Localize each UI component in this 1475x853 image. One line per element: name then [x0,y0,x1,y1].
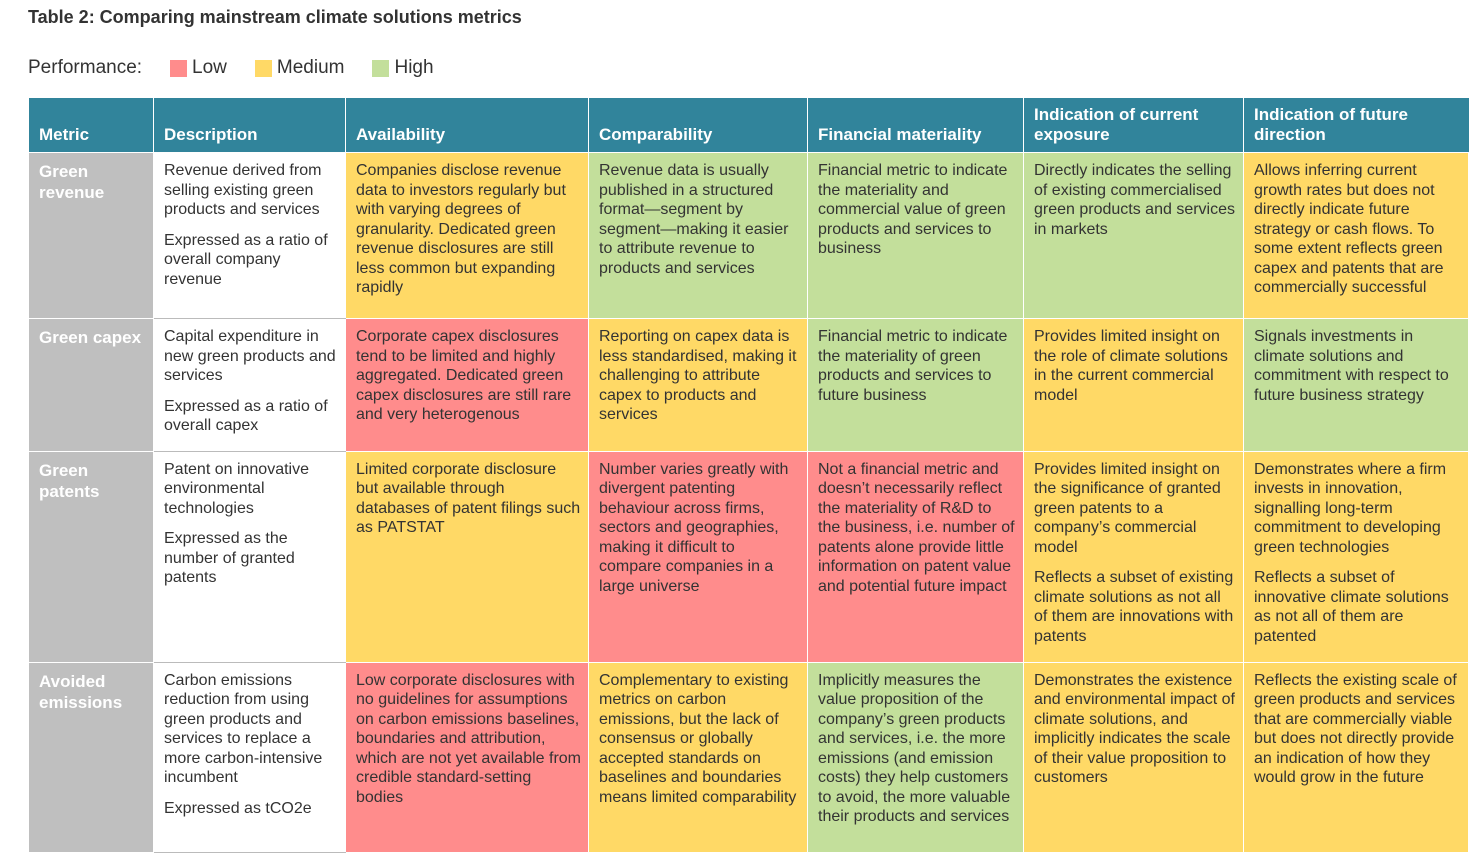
header-cell: Description [153,98,346,153]
header-cell: Metric [28,98,154,153]
rating-cell: Reflects the existing scale of green pro… [1243,661,1469,853]
rating-cell: Low corporate disclosures with no guidel… [345,661,589,853]
rating-cell: Financial metric to indicate the materia… [807,318,1024,452]
metric-cell: Avoided emissions [28,661,154,853]
cell-text: Implicitly measures the value propositio… [818,671,1011,826]
legend-text: Low [192,57,227,78]
header-cell: Indication of future direction [1243,98,1469,153]
cell-text: Not a financial metric and doesn’t neces… [818,460,1015,595]
cell-text: Provides limited insight on the signific… [1034,460,1221,556]
table-row: Green patents Patent on innovative enviro… [28,450,1469,663]
metric-cell: Green patents [28,450,154,663]
metric-cell: Green capex [28,318,154,452]
rating-cell: Corporate capex disclosures tend to be l… [345,318,589,452]
metric-cell: Green revenue [28,152,154,319]
cell-text: Companies disclose revenue data to inves… [356,162,566,296]
cell-text: Directly indicates the selling of existi… [1034,162,1235,238]
rating-cell: Directly indicates the selling of existi… [1023,152,1244,319]
legend: Performance: Low Medium High [28,57,434,79]
legend-text: High [394,57,434,78]
rating-cell: Reporting on capex data is less standard… [588,318,808,452]
description-cell: Patent on innovative environmental techn… [153,450,346,663]
description-text: Revenue derived from selling existing gr… [164,162,322,218]
rating-cell: Limited corporate disclosure but availab… [345,450,589,663]
cell-text: Low corporate disclosures with no guidel… [356,671,581,806]
rating-cell: Complementary to existing metrics on car… [588,661,808,853]
cell-text: Financial metric to indicate the materia… [818,328,1008,404]
cell-text: Reflects a subset of innovative climate … [1254,569,1449,645]
rating-cell: Provides limited insight on the role of … [1023,318,1244,452]
cell-text: Reporting on capex data is less standard… [599,328,797,423]
legend-swatch [254,59,272,77]
table-row: Avoided emissions Carbon emissions reduct… [28,661,1469,853]
rating-cell: Financial metric to indicate the materia… [807,152,1024,319]
rating-cell: Companies disclose revenue data to inves… [345,152,589,319]
cell-text: Financial metric to indicate the materia… [818,162,1008,257]
cell-text: Reflects a subset of existing climate so… [1034,569,1234,645]
description-text: Expressed as the number of granted paten… [164,530,295,586]
cell-text: Demonstrates where a firm invests in inn… [1254,460,1447,556]
table: Metric Description Availability Comparabili… [28,98,1469,853]
header-row: Metric Description Availability Comparabili… [28,98,1469,153]
header-cell: Financial materiality [807,98,1024,153]
rating-cell: Allows inferring current growth rates bu… [1243,152,1469,319]
rating-cell: Implicitly measures the value propositio… [807,661,1024,853]
rating-cell: Revenue data is usually published in a s… [588,152,808,319]
cell-text: Complementary to existing metrics on car… [599,671,797,806]
cell-text: Provides limited insight on the role of … [1034,328,1228,404]
cell-text: Number varies greatly with divergent pat… [599,460,789,595]
table-row: Green revenue Revenue derived from sellin… [28,152,1469,319]
legend-item: Low [170,57,227,79]
rating-cell: Provides limited insight on the signific… [1023,450,1244,663]
cell-text: Allows inferring current growth rates bu… [1254,162,1444,296]
legend-item: Medium [254,57,345,79]
header-cell: Availability [345,98,589,153]
description-text: Expressed as tCO2e [164,799,312,817]
table-row: Green capex Capital expenditure in new gr… [28,318,1469,452]
legend-item: High [372,57,434,79]
rating-cell: Demonstrates where a firm invests in inn… [1243,450,1469,663]
header-cell: Comparability [588,98,808,153]
description-cell: Carbon emissions reduction from using gr… [153,661,346,853]
rating-cell: Signals investments in climate solutions… [1243,318,1469,452]
table-title: Table 2: Comparing mainstream climate so… [28,7,522,27]
rating-cell: Demonstrates the existence and environme… [1023,661,1244,853]
description-text: Patent on innovative environmental techn… [164,460,309,517]
description-cell: Revenue derived from selling existing gr… [153,152,346,319]
cell-text: Limited corporate disclosure but availab… [356,460,581,537]
legend-swatch [372,59,390,77]
cell-text: Signals investments in climate solutions… [1254,328,1449,404]
cell-text: Reflects the existing scale of green pro… [1254,671,1457,787]
header-cell: Indication of current exposure [1023,98,1244,153]
description-text: Carbon emissions reduction from using gr… [164,671,323,787]
description-text: Expressed as a ratio of overall capex [164,397,328,435]
cell-text: Corporate capex disclosures tend to be l… [356,328,572,423]
legend-label: Performance: [28,57,143,78]
rating-cell: Not a financial metric and doesn’t neces… [807,450,1024,663]
description-text: Expressed as a ratio of overall company … [164,231,328,288]
legend-swatch [170,59,188,77]
cell-text: Revenue data is usually published in a s… [599,162,789,277]
description-cell: Capital expenditure in new green product… [153,318,346,452]
description-text: Capital expenditure in new green product… [164,328,336,384]
cell-text: Demonstrates the existence and environme… [1034,671,1235,787]
rating-cell: Number varies greatly with divergent pat… [588,450,808,663]
legend-text: Medium [276,57,345,78]
